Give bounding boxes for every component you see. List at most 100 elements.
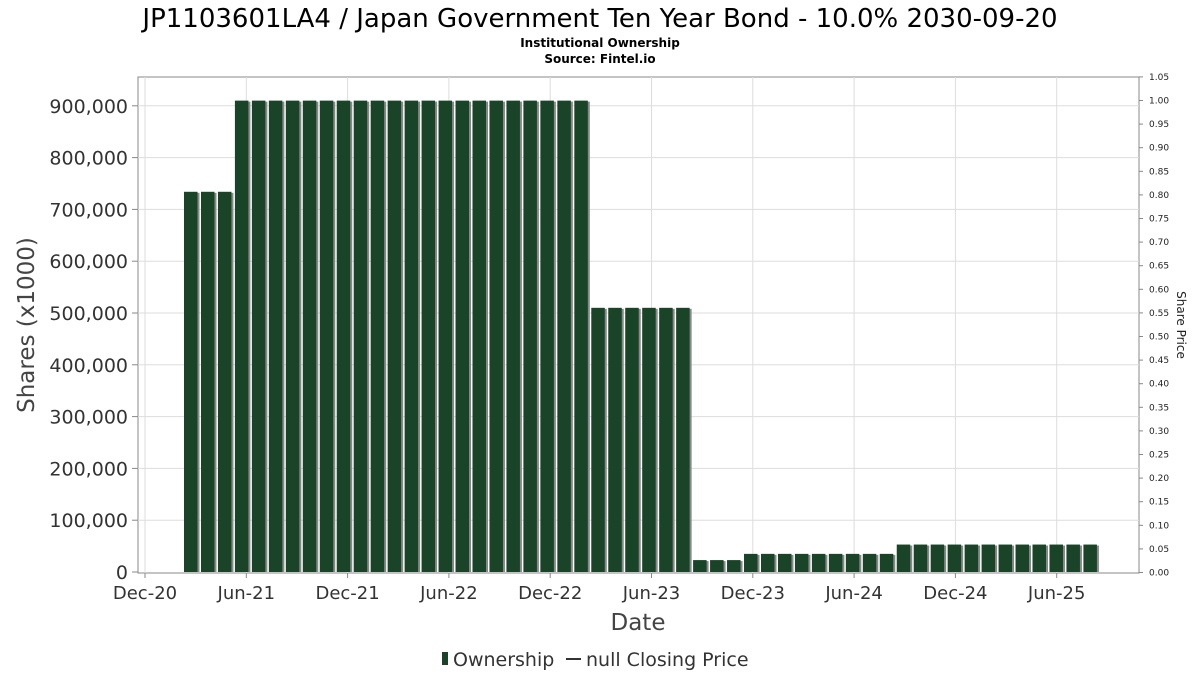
y-tick-label: 200,000	[49, 458, 128, 480]
y-axis-ticks: 0 100,000 200,000 300,000 400,000 500,000 600,…	[49, 96, 138, 584]
ownership-bar	[472, 100, 486, 573]
ownership-bar	[387, 100, 402, 573]
y2-tick-label: 0.75	[1149, 215, 1169, 225]
x-tick-label: Jun-24	[824, 583, 883, 604]
y-axis-title: Shares (x1000)	[14, 237, 40, 413]
legend: Ownership null Closing Price	[442, 649, 749, 671]
x-axis-ticks: Dec-20 Jun-21 Dec-21 Jun-22 Dec-22 Jun-23 Dec-…	[113, 573, 1086, 604]
ownership-bar	[336, 100, 351, 573]
ownership-bar	[608, 307, 622, 572]
y2-tick-label: 0.65	[1149, 262, 1169, 272]
ownership-bar	[217, 191, 232, 572]
ownership-bar	[981, 544, 996, 572]
ownership-bar	[200, 191, 215, 572]
ownership-bar	[404, 100, 419, 573]
ownership-bar	[659, 307, 673, 572]
y2-tick-label: 0.10	[1149, 521, 1169, 531]
y2-axis-title: Share Price	[1174, 291, 1188, 359]
x-tick-label: Dec-22	[518, 583, 582, 604]
ownership-bar	[896, 544, 911, 572]
ownership-bar	[845, 553, 860, 572]
y2-tick-label: 0.90	[1149, 144, 1169, 154]
ownership-bar	[1015, 544, 1030, 572]
ownership-bar	[744, 553, 758, 572]
ownership-bar	[930, 544, 945, 572]
y2-tick-label: 0.85	[1149, 167, 1169, 177]
y2-tick-label: 0.35	[1149, 403, 1169, 413]
x-tick-label: Jun-22	[419, 583, 478, 604]
y-tick-label: 800,000	[49, 148, 128, 170]
ownership-bar	[285, 100, 300, 573]
y2-tick-label: 1.00	[1149, 97, 1169, 107]
y-tick-label: 900,000	[49, 96, 128, 118]
y2-tick-label: 0.55	[1149, 309, 1169, 319]
y2-tick-label: 1.05	[1149, 73, 1169, 83]
x-tick-label: Dec-20	[113, 583, 177, 604]
x-tick-label: Jun-25	[1027, 583, 1086, 604]
bars	[184, 100, 1099, 573]
ownership-bar	[693, 560, 707, 572]
ownership-bar	[268, 100, 283, 573]
y2-axis-ticks: 0.00 0.05 0.10 0.15 0.20 0.25 0.30 0.35 0.40 0.45…	[1139, 73, 1169, 579]
ownership-bar	[1049, 544, 1063, 572]
ownership-bar	[438, 100, 453, 573]
ownership-bar	[319, 100, 334, 573]
x-tick-label: Dec-23	[721, 583, 785, 604]
chart-source: Source: Fintel.io	[544, 52, 655, 66]
ownership-bar	[727, 560, 741, 572]
ownership-bar	[489, 100, 503, 573]
y2-tick-label: 0.45	[1149, 356, 1169, 366]
ownership-bar	[251, 100, 266, 573]
ownership-bar	[370, 100, 385, 573]
legend-ownership-swatch	[442, 652, 448, 665]
ownership-bar	[760, 553, 775, 572]
ownership-bar	[506, 100, 520, 573]
ownership-bar	[913, 544, 928, 572]
ownership-bar	[540, 100, 554, 573]
ownership-bar	[964, 544, 979, 572]
ownership-bar	[998, 544, 1013, 572]
x-axis-title: Date	[611, 610, 666, 636]
x-tick-label: Jun-21	[217, 583, 276, 604]
y-tick-label: 600,000	[49, 251, 128, 273]
y-tick-label: 400,000	[49, 355, 128, 377]
ownership-bar	[523, 100, 537, 573]
ownership-bar	[947, 544, 962, 572]
ownership-bar	[184, 191, 198, 572]
legend-price-label: null Closing Price	[586, 649, 749, 671]
ownership-bar	[811, 553, 826, 572]
y2-tick-label: 0.20	[1149, 474, 1169, 484]
ownership-bar	[828, 553, 843, 572]
ownership-bar	[879, 553, 894, 572]
ownership-bar	[1083, 544, 1097, 572]
x-tick-label: Dec-21	[315, 583, 379, 604]
ownership-bar	[1066, 544, 1080, 572]
ownership-bar	[421, 100, 436, 573]
y2-tick-label: 0.95	[1149, 120, 1169, 130]
y2-tick-label: 0.25	[1149, 451, 1169, 461]
chart-subtitle: Institutional Ownership	[520, 36, 680, 50]
ownership-bar	[1032, 544, 1046, 572]
ownership-bar	[591, 307, 605, 572]
ownership-bar	[302, 100, 317, 573]
y-tick-label: 100,000	[49, 510, 128, 532]
ownership-bar	[557, 100, 571, 573]
y2-tick-label: 0.80	[1149, 191, 1169, 201]
y2-tick-label: 0.60	[1149, 285, 1169, 295]
y2-tick-label: 0.70	[1149, 238, 1169, 248]
ownership-bar	[777, 553, 792, 572]
ownership-bar	[862, 553, 877, 572]
ownership-bar	[574, 100, 588, 573]
y2-tick-label: 0.50	[1149, 333, 1169, 343]
y-tick-label: 0	[116, 562, 128, 584]
y-tick-label: 300,000	[49, 407, 128, 429]
ownership-bar	[455, 100, 470, 573]
y2-tick-label: 0.40	[1149, 380, 1169, 390]
chart-title: JP1103601LA4 / Japan Government Ten Year…	[140, 4, 1057, 34]
y2-tick-label: 0.30	[1149, 427, 1169, 437]
ownership-bar	[710, 560, 724, 572]
x-tick-label: Dec-24	[923, 583, 987, 604]
ownership-bar	[353, 100, 368, 573]
ownership-bar	[676, 307, 690, 572]
